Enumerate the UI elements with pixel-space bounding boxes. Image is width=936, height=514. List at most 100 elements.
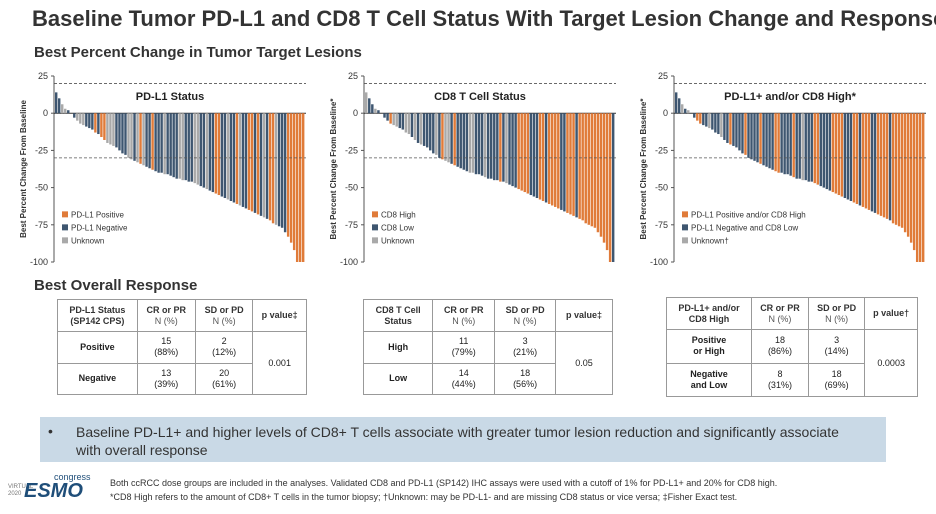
waterfall-bar <box>223 113 227 199</box>
waterfall-bar <box>801 113 804 181</box>
waterfall-bar <box>578 113 581 219</box>
waterfall-bar <box>891 113 895 224</box>
waterfall-bar <box>447 113 450 163</box>
waterfall-bar <box>508 113 511 185</box>
footnote-definitions: *CD8 High refers to the amount of CD8+ T… <box>110 492 738 502</box>
waterfall-bar <box>735 113 738 148</box>
logo-brand: ESMO <box>24 480 83 502</box>
waterfall-bar <box>526 113 530 194</box>
waterfall-bar <box>64 108 67 114</box>
legend-swatch <box>62 237 68 244</box>
waterfall-bar <box>593 113 597 228</box>
waterfall-bar <box>280 113 284 228</box>
waterfall-bar <box>921 113 925 262</box>
waterfall-bar <box>67 110 70 114</box>
table-header-sd-pd: SD or PD N (%) <box>194 299 254 332</box>
waterfall-bar <box>783 113 786 175</box>
waterfall-bar <box>76 113 79 121</box>
waterfall-bar <box>169 113 172 176</box>
waterfall-bar <box>253 113 257 213</box>
waterfall-bar <box>136 113 139 163</box>
waterfall-chart-cd8: 25 0 -25 -50 -75 -100 CD8 T Cell Status Best Pe… <box>318 70 618 270</box>
table-row-label: Positive or High <box>666 329 752 364</box>
waterfall-bar <box>450 113 453 164</box>
waterfall-bar <box>493 113 496 181</box>
waterfall-bar <box>142 113 145 166</box>
table-header-p-value: p value‡ <box>252 299 307 332</box>
waterfall-bar <box>900 113 904 228</box>
waterfall-bar <box>425 113 429 148</box>
waterfall-bar <box>813 113 816 184</box>
waterfall-bar <box>103 113 106 140</box>
table-header-status: PD-L1 Status (SP142 CPS) <box>57 299 138 332</box>
waterfall-bar <box>109 113 112 145</box>
waterfall-bar <box>160 113 163 173</box>
waterfall-bar <box>870 113 874 212</box>
waterfall-bar <box>130 113 133 160</box>
waterfall-bar <box>462 113 466 170</box>
response-table-combined: PD-L1+ and/or CD8 High CR or PR N (%) SD o… <box>666 297 918 397</box>
waterfall-bar <box>741 113 744 154</box>
waterfall-bar <box>858 113 862 206</box>
waterfall-bar <box>220 113 224 197</box>
waterfall-bar <box>532 113 536 197</box>
waterfall-bar <box>852 113 856 203</box>
waterfall-bar <box>605 113 609 251</box>
waterfall-bar <box>85 113 88 127</box>
table-cell: 15 (88%) <box>136 331 196 364</box>
table-cell: 14 (44%) <box>432 362 496 395</box>
legend-label: PD-L1 Negative <box>71 223 128 232</box>
waterfall-bar <box>804 113 807 181</box>
table-header-cr-pr: CR or PR N (%) <box>136 299 196 332</box>
legend-swatch <box>372 237 378 244</box>
waterfall-bar <box>795 113 798 179</box>
waterfall-bar <box>514 113 517 188</box>
waterfall-bar <box>145 113 148 167</box>
waterfall-bar <box>587 113 591 225</box>
waterfall-bar <box>208 113 212 191</box>
waterfall-bar <box>435 113 438 155</box>
waterfall-bar <box>187 113 190 182</box>
legend-label: Unknown† <box>691 236 729 245</box>
waterfall-bar <box>511 113 514 187</box>
y-tick-label: -100 <box>30 257 48 267</box>
waterfall-bar <box>864 113 868 209</box>
y-tick-label: -25 <box>655 145 668 155</box>
waterfall-bar <box>274 113 278 225</box>
waterfall-bar <box>175 113 178 179</box>
waterfall-bar <box>283 113 287 233</box>
y-tick-label: 0 <box>663 108 668 118</box>
waterfall-chart-pdl1: 25 0 -25 -50 -75 -100 PD-L1 Status Best Percent… <box>8 70 308 270</box>
table-row-label: Negative <box>57 362 138 395</box>
waterfall-bar <box>438 113 441 158</box>
waterfall-bar <box>882 113 886 218</box>
y-tick-label: -25 <box>35 145 48 155</box>
waterfall-bar <box>611 113 615 262</box>
waterfall-bar <box>538 113 542 200</box>
waterfall-bar <box>837 113 841 196</box>
waterfall-chart-pdl1-svg: 25 0 -25 -50 -75 -100 PD-L1 Status Best Percent… <box>19 71 306 267</box>
waterfall-bar <box>429 113 432 151</box>
waterfall-bar <box>256 113 260 215</box>
table-cell: 13 (39%) <box>136 362 196 395</box>
waterfall-bar <box>286 113 290 237</box>
waterfall-bar <box>100 113 103 138</box>
waterfall-bar <box>906 113 910 237</box>
waterfall-bar <box>386 113 389 121</box>
table-header-p-value: p value‡ <box>555 299 613 332</box>
waterfall-bar <box>416 113 420 143</box>
table-p-value: 0.05 <box>555 331 613 395</box>
waterfall-bar <box>401 113 405 130</box>
waterfall-bar <box>82 113 85 126</box>
y-tick-label: 0 <box>43 108 48 118</box>
waterfall-bar <box>459 113 462 169</box>
y-tick-label: -75 <box>35 220 48 230</box>
chart-title: CD8 T Cell Status <box>434 91 526 103</box>
logo-virtual-year: VIRTUAL 2020 <box>8 484 34 497</box>
waterfall-bar <box>181 113 184 181</box>
waterfall-bar <box>486 113 490 179</box>
waterfall-bar <box>696 113 699 121</box>
waterfall-bar <box>569 113 572 215</box>
waterfall-bar <box>292 113 296 251</box>
waterfall-bar <box>271 113 275 224</box>
